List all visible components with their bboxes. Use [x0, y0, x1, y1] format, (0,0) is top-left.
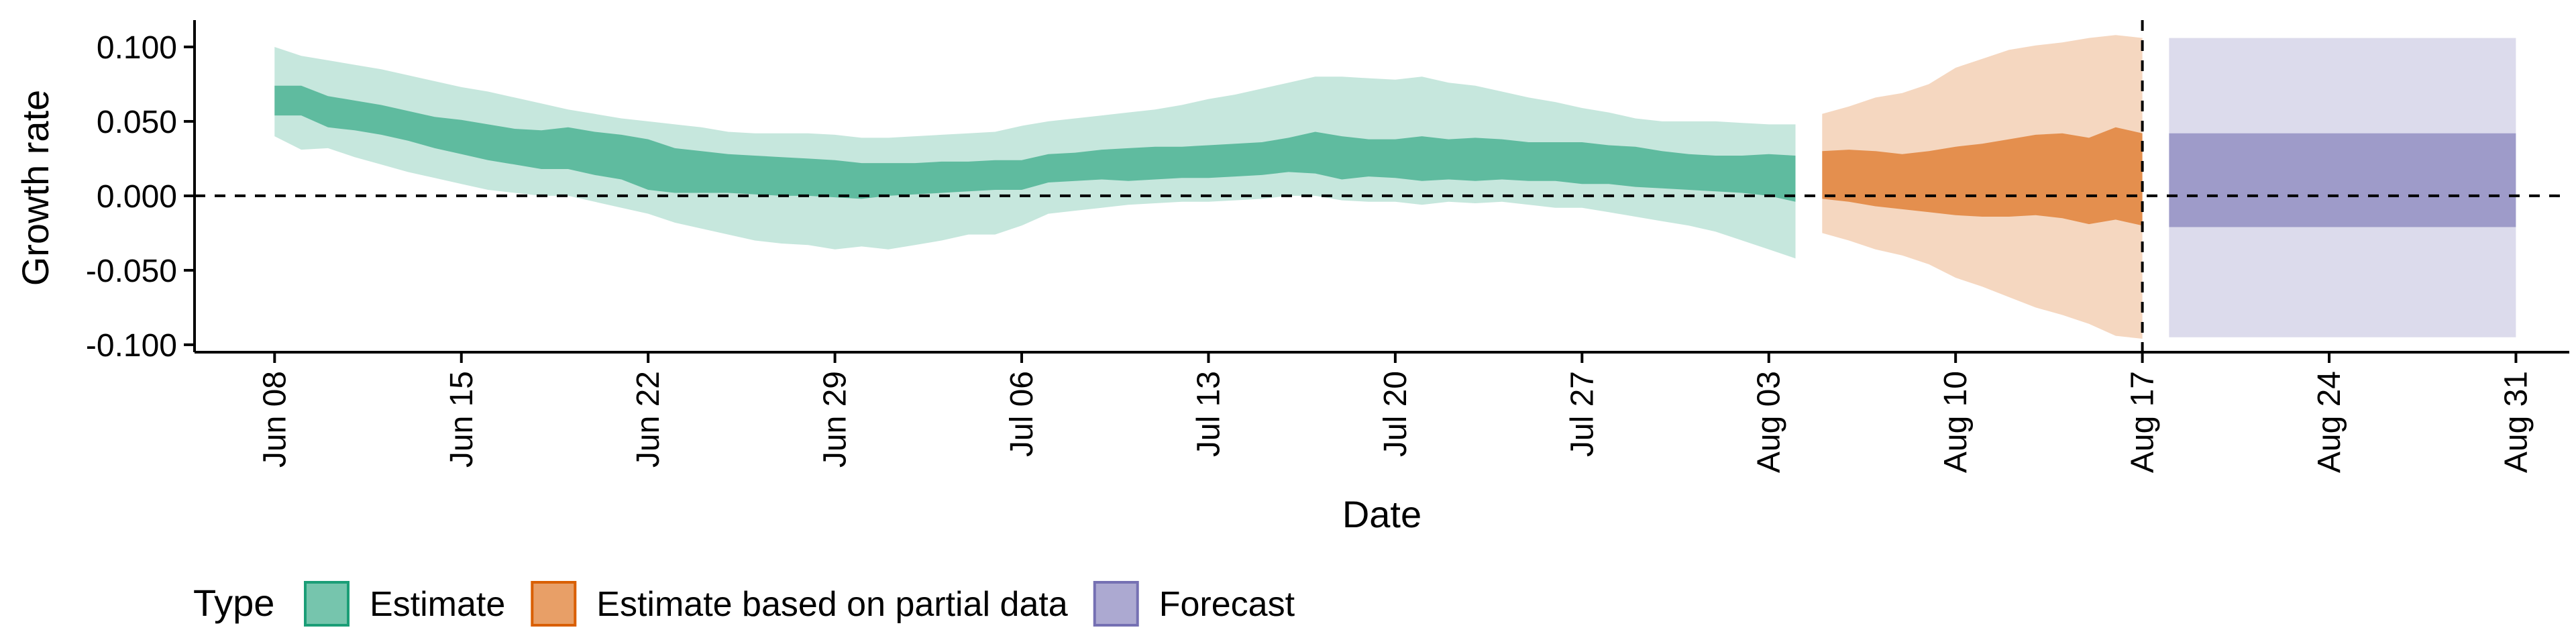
x-tick-label: Aug 31	[2498, 371, 2534, 473]
y-axis-ticks: 0.100 0.050 0.000 -0.050 -0.100	[86, 30, 195, 364]
estimate-ribbon-90	[274, 47, 1796, 259]
ribbons-layer	[274, 35, 2516, 339]
x-tick-label: Jul 06	[1004, 371, 1040, 457]
x-tick-label: Jun 29	[818, 371, 853, 468]
legend-swatch-estimate	[304, 581, 350, 627]
x-tick-label: Jul 20	[1378, 371, 1413, 457]
y-tick-label: -0.050	[86, 254, 177, 289]
legend-swatch-forecast	[1093, 581, 1139, 627]
axes-layer	[193, 20, 2569, 354]
x-tick-label: Jul 13	[1191, 371, 1227, 457]
x-tick-label: Aug 17	[2125, 371, 2161, 473]
forecast-ribbon-50	[2169, 133, 2516, 227]
y-tick-label: 0.100	[97, 30, 177, 66]
legend-swatch-estimate-based-on-partial-data	[531, 581, 577, 627]
legend-label-estimate: Estimate	[370, 585, 505, 624]
x-tick-label: Aug 24	[2312, 371, 2347, 473]
legend-label-estimate-based-on-partial-data: Estimate based on partial data	[596, 585, 1068, 624]
y-axis-title: Growth rate	[14, 90, 56, 286]
x-tick-label: Aug 10	[1938, 371, 1974, 473]
estimate-ribbon-50	[274, 85, 1796, 202]
legend-label-forecast: Forecast	[1159, 585, 1295, 624]
legend: Type Estimate Estimate based on partial da…	[193, 581, 1295, 627]
x-tick-label: Jun 15	[444, 371, 480, 468]
x-tick-label: Jun 22	[631, 371, 666, 468]
x-axis-ticks: Jun 08 Jun 15 Jun 22 Jun 29 Jul 06 Jul 13 Jul …	[257, 352, 2534, 473]
estimate-based-on-partial-data-ribbon-50	[1822, 127, 2143, 226]
x-tick-label: Jul 27	[1564, 371, 1600, 457]
y-tick-label: -0.100	[86, 328, 177, 364]
y-tick-label: 0.000	[97, 179, 177, 215]
x-tick-label: Jun 08	[257, 371, 292, 468]
y-tick-label: 0.050	[97, 105, 177, 140]
x-tick-label: Aug 03	[1752, 371, 1787, 473]
legend-title: Type	[193, 582, 274, 624]
x-axis-title: Date	[1342, 493, 1421, 535]
